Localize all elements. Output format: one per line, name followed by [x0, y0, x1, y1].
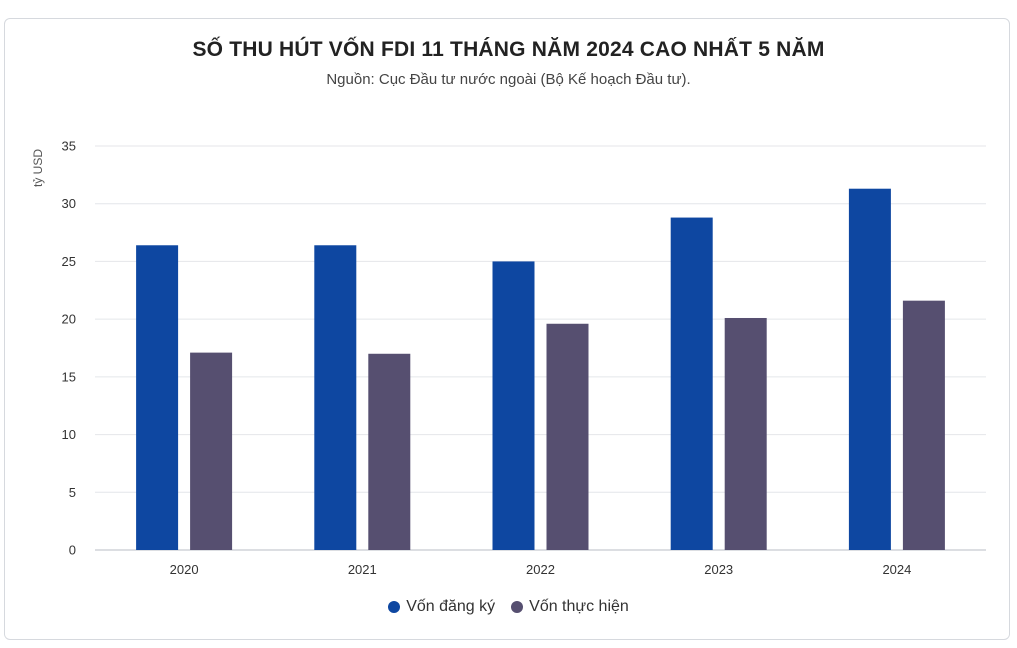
x-tick-labels: 2020 2021 2022 2023 2024: [170, 562, 912, 577]
bar-von-dang-ky-2020[interactable]: [136, 245, 179, 551]
grid-lines: [95, 145, 986, 551]
x-tick-label: 2022: [526, 562, 555, 577]
bars: [136, 188, 945, 551]
y-tick-label: 15: [62, 369, 76, 384]
legend-label-von-dang-ky: Vốn đăng ký: [406, 598, 496, 615]
bar-von-dang-ky-2021[interactable]: [314, 245, 357, 551]
y-tick-label: 0: [69, 543, 76, 558]
x-tick-label: 2021: [348, 562, 377, 577]
bar-von-dang-ky-2024[interactable]: [848, 188, 891, 551]
legend-item-von-dang-ky[interactable]: Vốn đăng ký: [388, 598, 495, 616]
legend-label-von-thuc-hien: Vốn thực hiện: [529, 598, 629, 615]
y-tick-label: 35: [62, 139, 76, 154]
y-tick-label: 25: [62, 254, 76, 269]
y-tick-label: 20: [62, 312, 76, 327]
x-tick-label: 2024: [882, 562, 911, 577]
x-tick-label: 2020: [170, 562, 199, 577]
bar-von-thuc-hien-2024[interactable]: [902, 300, 945, 550]
legend-swatch-von-thuc-hien: [511, 601, 524, 613]
bar-von-thuc-hien-2021[interactable]: [368, 353, 411, 550]
y-axis-label: tỷ USD: [31, 149, 45, 187]
x-tick-label: 2023: [704, 562, 733, 577]
legend-item-von-thuc-hien[interactable]: Vốn thực hiện: [511, 598, 629, 616]
y-tick-label: 30: [62, 196, 76, 211]
bar-von-thuc-hien-2020[interactable]: [190, 352, 233, 550]
y-tick-label: 10: [62, 427, 76, 442]
legend-swatch-von-dang-ky: [388, 601, 401, 613]
legend: Vốn đăng ký Vốn thực hiện: [0, 598, 1017, 616]
y-tick-label: 5: [69, 485, 76, 500]
bar-von-dang-ky-2022[interactable]: [492, 261, 535, 550]
bar-von-thuc-hien-2022[interactable]: [546, 323, 589, 550]
chart-title: SỐ THU HÚT VỐN FDI 11 THÁNG NĂM 2024 CAO…: [192, 38, 825, 61]
bar-von-dang-ky-2023[interactable]: [670, 217, 713, 550]
bar-von-thuc-hien-2023[interactable]: [724, 317, 767, 550]
chart-subtitle: Nguồn: Cục Đầu tư nước ngoài (Bộ Kế hoạc…: [326, 71, 691, 88]
y-tick-labels: 0 5 10 15 20 25 30 35: [62, 139, 76, 558]
